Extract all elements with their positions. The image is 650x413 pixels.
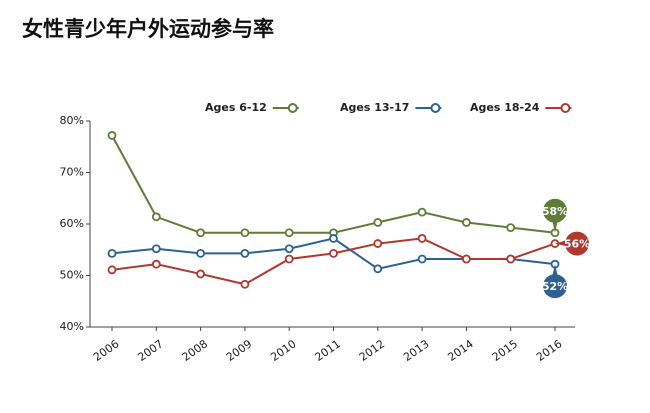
legend-label: Ages 13-17: [340, 101, 409, 114]
point: [417, 207, 427, 217]
point: [284, 228, 294, 238]
point: [417, 254, 427, 264]
point: [329, 234, 338, 243]
legend-label: Ages 6-12: [205, 101, 267, 114]
y-tick-label: 70%: [60, 166, 84, 179]
data-label: 52%: [542, 280, 568, 293]
point: [196, 228, 206, 238]
y-tick-label: 80%: [60, 114, 84, 127]
x-tick-label: 2008: [180, 337, 210, 364]
legend-marker: [430, 103, 441, 113]
point: [506, 223, 516, 233]
point: [240, 228, 250, 238]
series-line: [111, 237, 556, 286]
point: [373, 239, 383, 248]
point: [196, 248, 206, 258]
point: [373, 218, 383, 227]
point: [107, 131, 117, 140]
y-tick-label: 40%: [60, 320, 84, 333]
label-badge: [543, 274, 567, 299]
y-tick-label: 60%: [60, 217, 84, 230]
point: [196, 269, 206, 279]
point: [240, 248, 250, 258]
label-badge: [565, 231, 589, 256]
data-label: 58%: [542, 205, 568, 218]
x-tick-label: 2013: [401, 337, 431, 364]
chart-title: 女性青少年户外运动参与率: [22, 17, 274, 41]
point: [284, 244, 294, 254]
y-tick-label: 50%: [60, 269, 84, 282]
x-tick-label: 2015: [490, 337, 520, 364]
point: [329, 248, 338, 258]
data-label: 56%: [564, 238, 590, 251]
point: [417, 234, 427, 243]
legend-marker: [560, 103, 571, 113]
label-badge: [543, 198, 567, 223]
x-tick-label: 2007: [135, 337, 165, 364]
x-tick-label: 2012: [357, 337, 387, 364]
series-line: [111, 134, 556, 234]
legend-marker: [287, 103, 298, 113]
x-tick-label: 2016: [534, 337, 564, 364]
point: [151, 212, 161, 222]
point: [151, 244, 161, 254]
point: [461, 254, 471, 264]
point: [373, 264, 383, 274]
x-tick-label: 2014: [445, 337, 475, 364]
x-tick-label: 2011: [313, 337, 343, 364]
x-tick-label: 2006: [91, 337, 121, 364]
point: [240, 279, 250, 289]
point: [107, 248, 117, 258]
x-tick-label: 2009: [224, 337, 254, 364]
point: [151, 259, 161, 269]
point: [107, 265, 117, 275]
x-tick-label: 2010: [268, 337, 298, 364]
point: [284, 254, 294, 264]
point: [461, 218, 471, 227]
legend-label: Ages 18-24: [470, 101, 540, 114]
point: [506, 254, 516, 264]
